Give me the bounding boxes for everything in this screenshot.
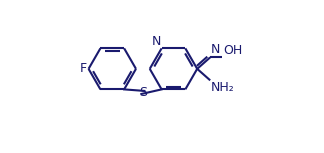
Text: OH: OH xyxy=(223,44,242,57)
Text: NH₂: NH₂ xyxy=(211,81,235,94)
Text: F: F xyxy=(80,62,87,75)
Text: N: N xyxy=(211,43,220,56)
Text: S: S xyxy=(139,86,147,99)
Text: N: N xyxy=(152,35,161,48)
